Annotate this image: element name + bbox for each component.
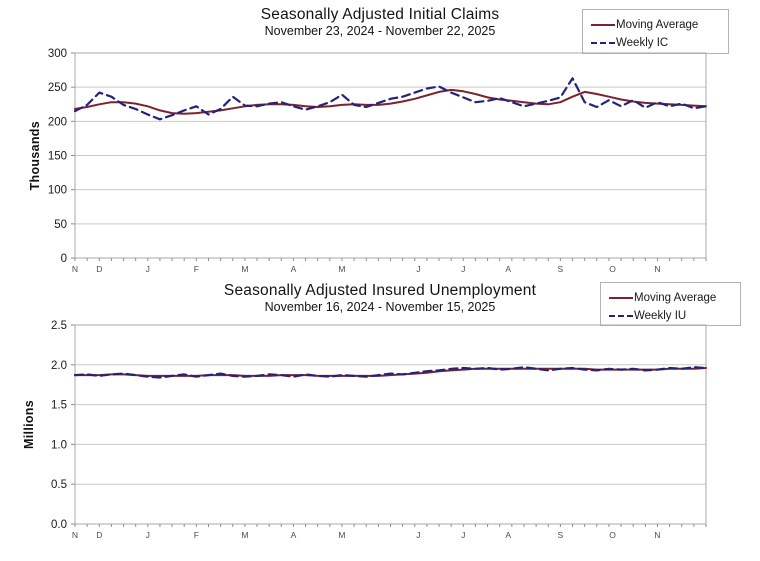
svg-text:J: J: [461, 530, 465, 540]
legend-label: Weekly IC: [616, 37, 669, 49]
svg-text:150: 150: [48, 151, 67, 163]
chart-title: Seasonally Adjusted Insured Unemployment: [223, 282, 537, 299]
svg-text:S: S: [558, 530, 564, 540]
moving-average-line-icon: [591, 24, 615, 26]
chart-subtitle: November 23, 2024 - November 22, 2025: [264, 24, 496, 38]
svg-text:O: O: [609, 530, 616, 540]
legend-item-moving-average: Moving Average: [591, 16, 720, 34]
svg-text:F: F: [194, 530, 199, 540]
svg-text:2.5: 2.5: [51, 320, 67, 332]
svg-text:M: M: [338, 530, 345, 540]
svg-text:O: O: [609, 264, 616, 274]
svg-text:J: J: [461, 264, 465, 274]
svg-text:50: 50: [54, 219, 67, 231]
svg-text:J: J: [416, 264, 420, 274]
svg-text:F: F: [194, 264, 199, 274]
legend-label: Moving Average: [616, 19, 699, 31]
svg-text:2.0: 2.0: [51, 360, 67, 372]
legend: Moving Average Weekly IC: [582, 9, 729, 54]
svg-text:300: 300: [48, 48, 67, 60]
chart-subtitle: November 16, 2024 - November 15, 2025: [264, 300, 496, 314]
moving-average-line-icon: [609, 297, 633, 299]
svg-text:N: N: [72, 264, 78, 274]
legend-label: Moving Average: [634, 292, 717, 304]
svg-text:M: M: [241, 264, 248, 274]
svg-text:D: D: [96, 264, 102, 274]
weekly-line-icon: [591, 42, 615, 44]
svg-text:A: A: [505, 530, 511, 540]
svg-text:1.5: 1.5: [51, 400, 67, 412]
svg-text:J: J: [146, 530, 150, 540]
chart-title: Seasonally Adjusted Initial Claims: [260, 6, 500, 23]
svg-text:M: M: [338, 264, 345, 274]
svg-text:A: A: [291, 530, 297, 540]
svg-text:200: 200: [48, 116, 67, 128]
svg-text:D: D: [96, 530, 102, 540]
svg-text:J: J: [146, 264, 150, 274]
svg-text:0: 0: [61, 253, 67, 265]
legend-item-weekly-iu: Weekly IU: [609, 307, 732, 325]
svg-text:S: S: [558, 264, 564, 274]
legend-item-moving-average: Moving Average: [609, 289, 732, 307]
svg-text:0.0: 0.0: [51, 519, 67, 531]
svg-text:J: J: [416, 530, 420, 540]
legend-label: Weekly IU: [634, 310, 687, 322]
svg-text:100: 100: [48, 185, 67, 197]
svg-text:N: N: [654, 530, 660, 540]
svg-text:0.5: 0.5: [51, 479, 67, 491]
legend-item-weekly-ic: Weekly IC: [591, 34, 720, 52]
svg-text:N: N: [72, 530, 78, 540]
initial-claims-plot: 0 50 100 150 200 250 300 N D J F M A M J J A S O N: [48, 48, 708, 274]
svg-text:1.0: 1.0: [51, 439, 67, 451]
svg-text:250: 250: [48, 82, 67, 94]
weekly-line-icon: [609, 315, 633, 317]
svg-text:M: M: [241, 530, 248, 540]
svg-text:A: A: [291, 264, 297, 274]
insured-unemployment-plot: 0.0 0.5 1.0 1.5 2.0 2.5 N D J F M A M J J A S O N: [51, 320, 708, 540]
svg-text:N: N: [654, 264, 660, 274]
svg-text:A: A: [505, 264, 511, 274]
